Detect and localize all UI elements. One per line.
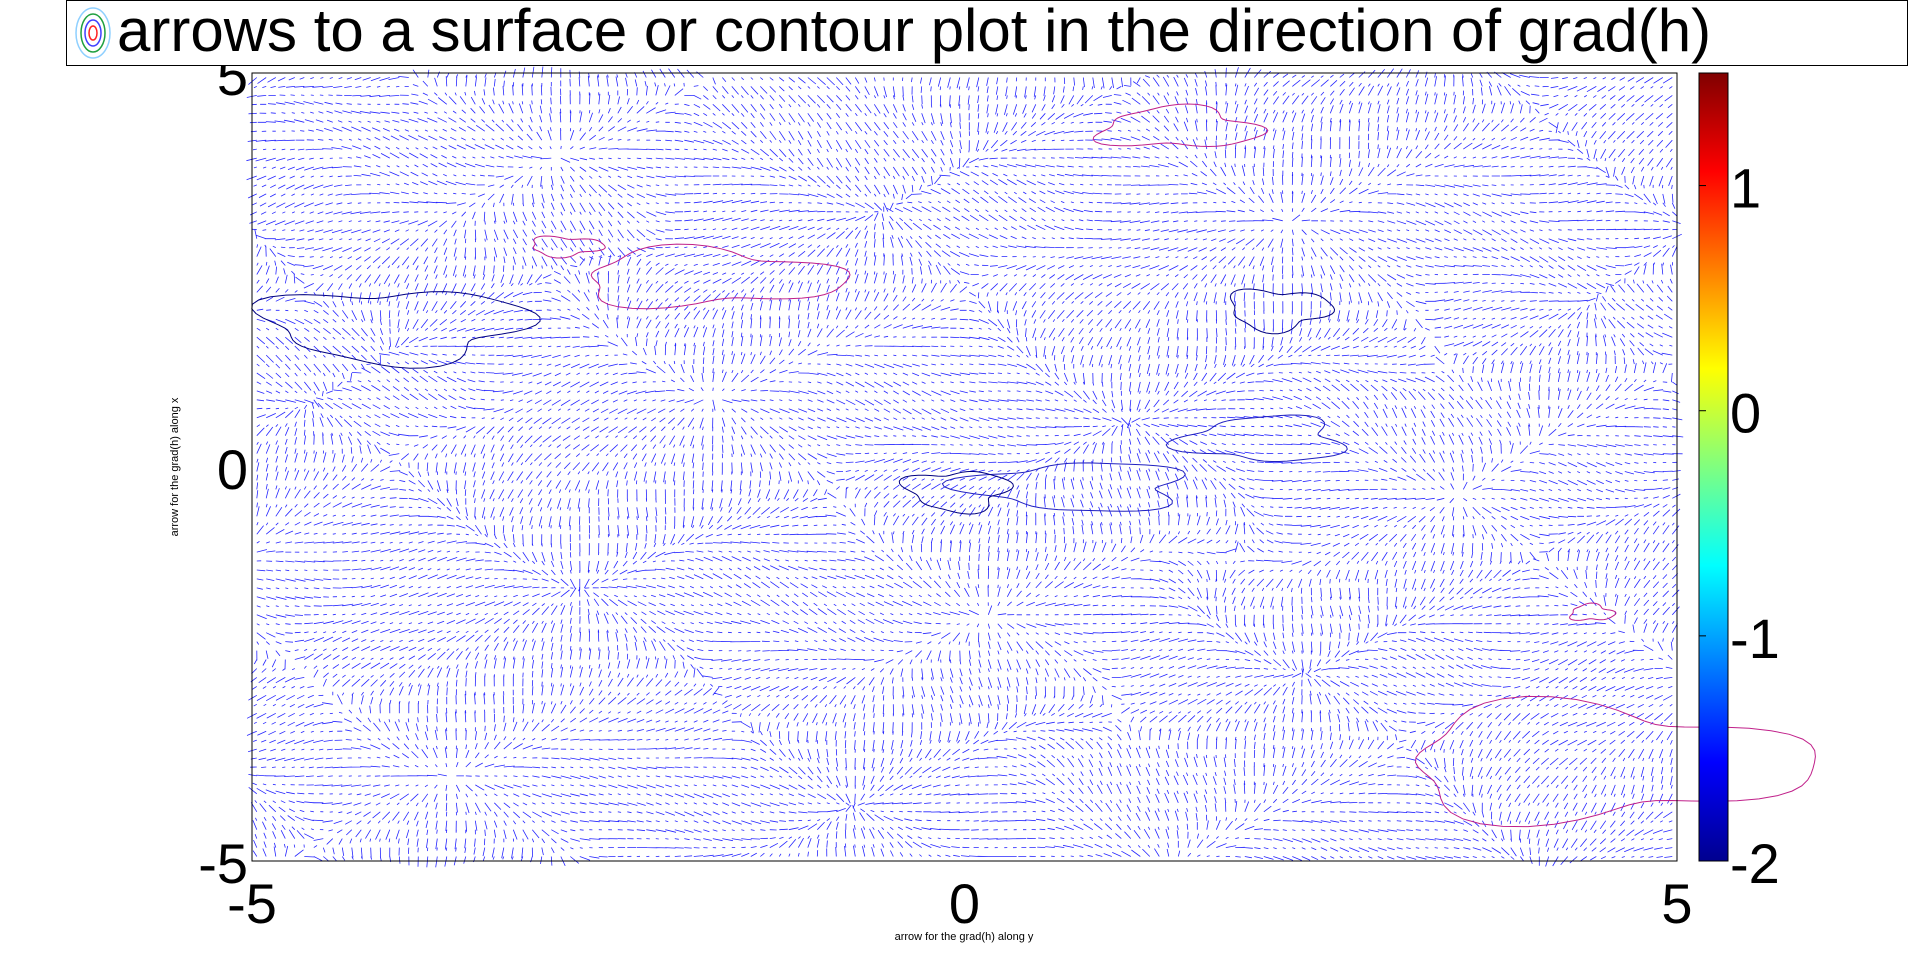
y-tick-label: 0 (217, 438, 248, 501)
colorbar-tick-label: -1 (1730, 607, 1780, 670)
contour-line (251, 291, 541, 369)
colorbar-ticks: -2 -1 0 1 (1699, 157, 1780, 895)
contour-line (1092, 103, 1269, 148)
legend-label: arrows to a surface or contour plot in t… (117, 0, 1712, 64)
colorbar-tick-label: -2 (1730, 832, 1780, 895)
x-tick-label: -5 (227, 872, 277, 935)
y-axis-ticks: -505 (198, 44, 248, 895)
contour-line (1229, 288, 1336, 335)
contour-line (532, 235, 606, 259)
x-axis-label: arrow for the grad(h) along y (895, 931, 1034, 943)
colorbar-tick-label: 0 (1730, 382, 1761, 445)
quiver-arrow-field (246, 66, 1684, 868)
contour-line (1414, 695, 1816, 828)
colorbar-tick-label: 1 (1730, 157, 1761, 220)
contour-line (1569, 602, 1617, 621)
axes-frame (251, 72, 1678, 862)
quiver-arrows (246, 66, 1684, 868)
axes-background (252, 73, 1677, 861)
x-axis-ticks: -5 0 5 (227, 872, 1692, 935)
contour-line (941, 462, 1186, 512)
colorbar (1698, 72, 1729, 862)
y-axis-label: arrow for the grad(h) along x (169, 397, 181, 536)
contour-icon (75, 7, 111, 59)
contour-lines (251, 103, 1816, 828)
contour-line (898, 470, 1014, 515)
x-tick-label: 5 (1661, 872, 1692, 935)
x-tick-label: 0 (949, 872, 980, 935)
contour-line (1165, 414, 1348, 462)
contour-line (590, 243, 851, 310)
legend: arrows to a surface or contour plot in t… (66, 0, 1908, 66)
y-tick-label: -5 (198, 832, 248, 895)
